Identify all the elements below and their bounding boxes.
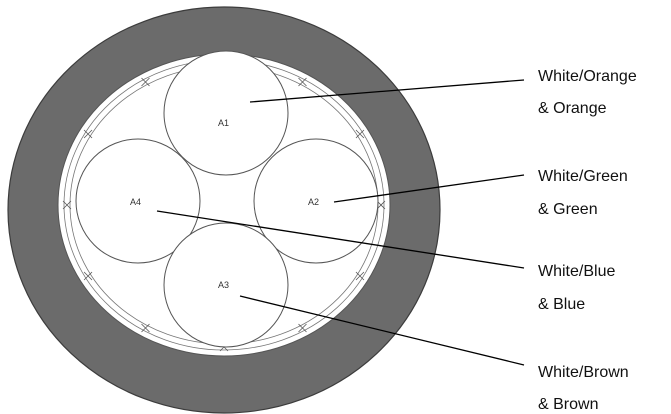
- pair-circle-a4: [75, 138, 201, 264]
- filler-cross-mark: [141, 77, 150, 87]
- filler-cross-mark: [355, 271, 365, 281]
- leader-line-a3: [239, 295, 525, 366]
- filler-cross-mark: [298, 77, 307, 87]
- label-a4-line1: White/Blue: [538, 263, 615, 280]
- label-a2-line1: White/Green: [538, 168, 628, 185]
- pair-id-a3: A3: [218, 280, 229, 290]
- label-a1-line1: White/Orange: [538, 68, 637, 85]
- leader-line-a4: [156, 210, 525, 269]
- filler-cross-mark: [355, 129, 365, 139]
- label-a4-line2: & Blue: [538, 296, 585, 313]
- filler-cross-mark: [298, 323, 307, 333]
- filler-cross-marks: [62, 58, 386, 352]
- label-a2-line2: & Green: [538, 201, 598, 218]
- pair-id-a1: A1: [218, 118, 229, 128]
- filler-cross-mark: [141, 323, 150, 333]
- label-a1-line2: & Orange: [538, 100, 607, 117]
- pair-id-a2: A2: [308, 197, 319, 207]
- leader-line-a1: [249, 79, 525, 103]
- pair-circle-a2: [253, 138, 379, 264]
- label-a3-line2: & Brown: [538, 396, 598, 413]
- pair-id-a4: A4: [130, 197, 141, 207]
- filler-cross-mark: [62, 200, 72, 210]
- label-a3-line1: White/Brown: [538, 364, 629, 381]
- pair-circle-a1: [163, 50, 289, 176]
- filler-cross-mark: [83, 271, 93, 281]
- pair-circle-a3: [163, 222, 289, 348]
- leader-line-a2: [333, 174, 525, 203]
- filler-cross-mark: [83, 129, 93, 139]
